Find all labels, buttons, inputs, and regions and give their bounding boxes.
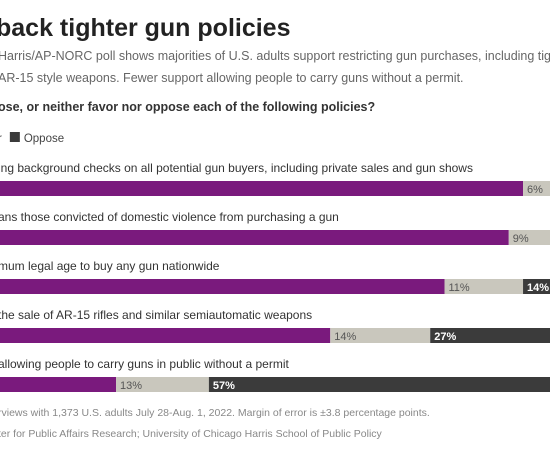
bar-segment [508,230,550,245]
bar-segment [0,377,117,392]
value-label: 14% [334,331,356,343]
bar-segment [0,328,331,343]
value-label: 6% [527,184,543,196]
category-label: ans those convicted of domestic violence… [0,210,339,224]
category-label: ing background checks on all potential g… [0,161,473,175]
subtitle: AR-15 style weapons. Fewer support allow… [0,71,464,85]
category-label: allowing people to carry guns in public … [0,357,289,371]
value-label: 57% [213,380,235,392]
bar-segment [523,279,550,294]
bar-segment [116,377,209,392]
legend-swatch [9,132,20,142]
bar-segment [0,181,524,196]
value-label: 9% [513,233,529,245]
bar-segment [523,181,550,196]
category-label: the sale of AR-15 rifles and similar sem… [0,308,312,322]
bar-segment [430,328,550,343]
legend-label: r [0,133,2,145]
question: ose, or neither favor nor oppose each of… [0,100,375,114]
value-label: 13% [120,380,142,392]
note: rviews with 1,373 U.S. adults July 28-Au… [0,407,430,419]
legend-label: Oppose [24,133,64,145]
value-label: 27% [434,331,456,343]
subtitle: Harris/AP-NORC poll shows majorities of … [0,49,550,63]
chart-title: back tighter gun policies [0,14,291,42]
bar-segment [330,328,431,343]
bar-segment [0,230,509,245]
bar-segment [444,279,524,294]
category-label: mum legal age to buy any gun nationwide [0,259,220,273]
bar-segment [0,279,445,294]
value-label: 14% [527,282,549,294]
source: ter for Public Affairs Research; Univers… [0,428,383,440]
bar-segment [208,377,550,392]
value-label: 11% [449,282,470,294]
